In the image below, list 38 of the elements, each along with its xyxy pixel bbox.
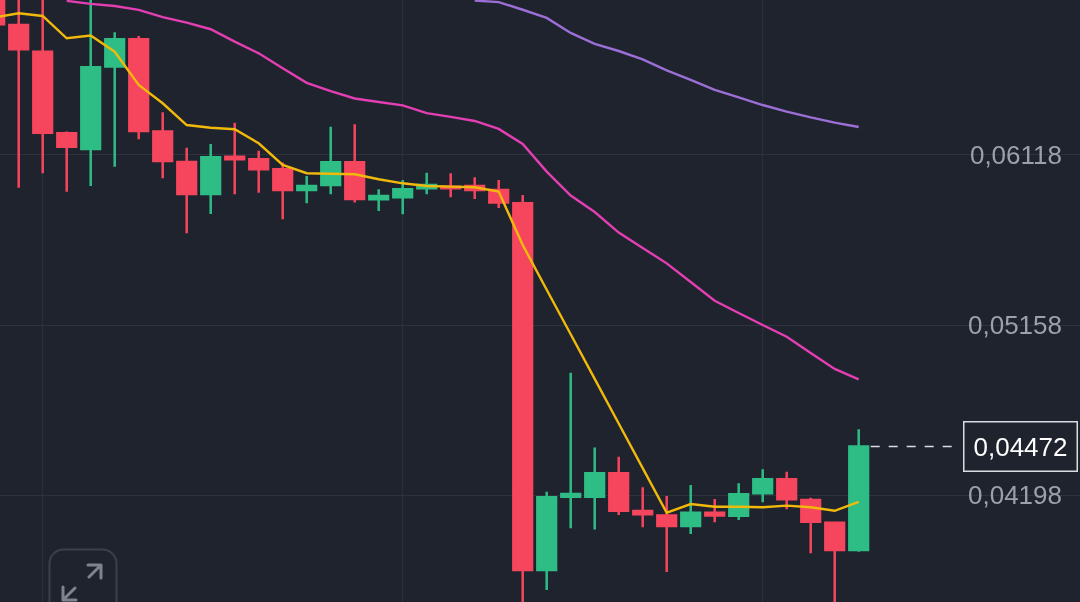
candlestick <box>128 34 150 141</box>
candlestick <box>8 0 30 189</box>
candlestick <box>680 483 702 536</box>
candlestick <box>776 470 798 511</box>
candlestick <box>296 174 318 205</box>
candlestick <box>824 521 846 602</box>
candlestick <box>272 161 294 221</box>
candlestick <box>200 142 222 216</box>
candlestick <box>80 0 102 188</box>
ref-line-label: 0,04472 <box>973 431 1068 462</box>
candlestick <box>344 123 366 204</box>
candlestick <box>368 188 390 213</box>
candlestick <box>608 455 630 517</box>
candlestick <box>656 494 678 574</box>
candlestick <box>536 490 558 592</box>
candlestick <box>752 468 774 504</box>
candlestick <box>32 0 54 175</box>
line-series <box>473 0 860 129</box>
candlestick <box>584 446 606 531</box>
y-tick-label: 0,04198 <box>968 480 1062 511</box>
candlestick <box>728 482 750 522</box>
y-tick-label: 0,06118 <box>969 140 1062 171</box>
candlestick <box>800 496 822 555</box>
candlestick <box>392 178 414 216</box>
candlestick <box>56 130 78 193</box>
candlestick <box>176 146 198 235</box>
candlestick <box>248 149 270 194</box>
candlestick <box>632 485 654 529</box>
candlestick <box>848 428 870 553</box>
candlestick <box>104 30 126 168</box>
candlestick <box>224 121 246 196</box>
candlestick <box>560 371 582 530</box>
candlestick <box>152 111 174 180</box>
y-tick-label: 0,05158 <box>968 310 1062 341</box>
line-series <box>65 0 860 381</box>
candlestick <box>704 497 726 524</box>
candlestick <box>512 193 534 602</box>
candlestick <box>320 125 342 196</box>
